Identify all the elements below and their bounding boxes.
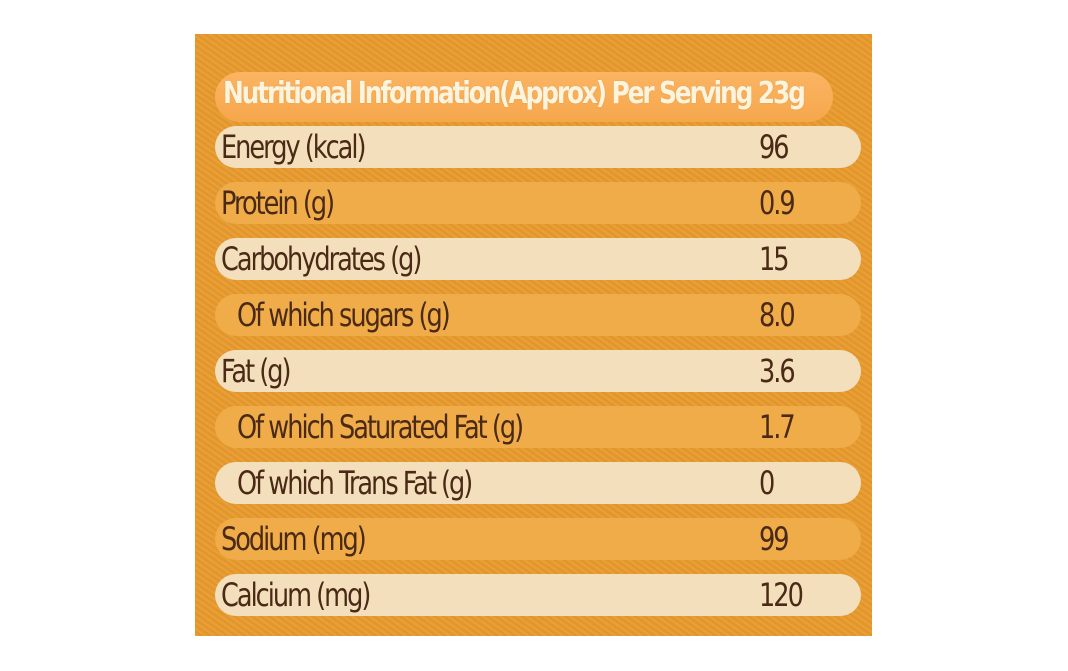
row-label: Fat (g) — [221, 352, 291, 390]
nutrition-panel: Nutritional Information(Approx) Per Serv… — [195, 34, 872, 636]
nutrition-row-energy: Energy (kcal) 96 — [215, 126, 861, 168]
row-value: 1.7 — [759, 408, 796, 446]
row-value: 15 — [759, 240, 790, 278]
header-band: Nutritional Information(Approx) Per Serv… — [215, 72, 833, 122]
nutrition-row-fat: Fat (g) 3.6 — [215, 350, 861, 392]
panel-title: Nutritional Information(Approx) Per Serv… — [223, 76, 806, 111]
nutrition-row-carbohydrates: Carbohydrates (g) 15 — [215, 238, 861, 280]
row-label: Energy (kcal) — [221, 128, 366, 166]
row-value: 8.0 — [759, 296, 796, 334]
row-value: 0 — [759, 464, 775, 502]
row-label: Sodium (mg) — [221, 520, 367, 558]
nutrition-row-protein: Protein (g) 0.9 — [215, 182, 861, 224]
row-label: Calcium (mg) — [221, 576, 371, 614]
nutrition-row-saturated-fat: Of which Saturated Fat (g) 1.7 — [215, 406, 861, 448]
row-label: Carbohydrates (g) — [221, 240, 422, 278]
row-value: 99 — [759, 520, 790, 558]
nutrition-row-sugars: Of which sugars (g) 8.0 — [215, 294, 861, 336]
row-label: Of which Trans Fat (g) — [237, 464, 473, 502]
nutrition-row-trans-fat: Of which Trans Fat (g) 0 — [215, 462, 861, 504]
row-value: 120 — [759, 576, 804, 614]
nutrition-row-calcium: Calcium (mg) 120 — [215, 574, 861, 616]
row-label: Of which Saturated Fat (g) — [237, 408, 524, 446]
row-label: Protein (g) — [221, 184, 335, 222]
nutrition-row-sodium: Sodium (mg) 99 — [215, 518, 861, 560]
row-value: 3.6 — [759, 352, 796, 390]
row-value: 96 — [759, 128, 790, 166]
row-label: Of which sugars (g) — [237, 296, 451, 334]
row-value: 0.9 — [759, 184, 796, 222]
